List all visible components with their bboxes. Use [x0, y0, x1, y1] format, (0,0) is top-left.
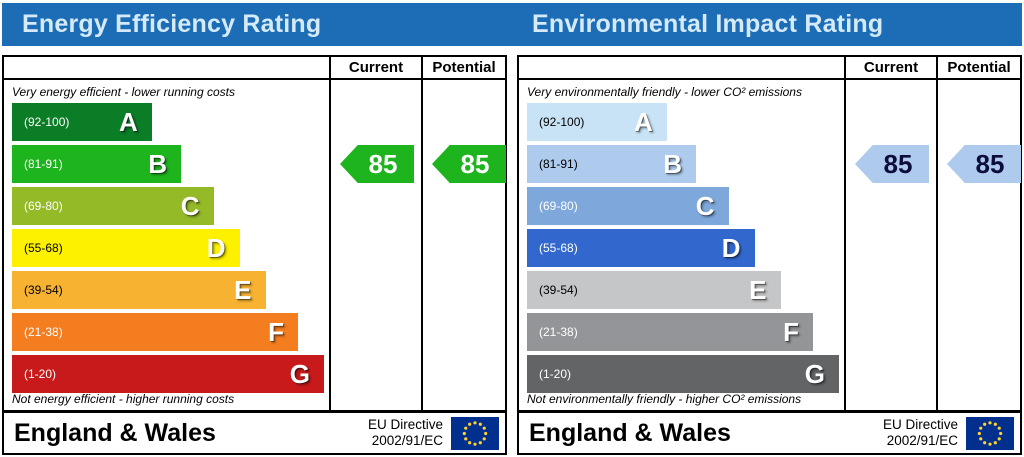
potential-column-header: Potential — [936, 57, 1020, 78]
eu-directive-label: EU Directive 2002/91/EC — [883, 417, 958, 449]
chart-body: Very environmentally friendly - lower CO… — [519, 80, 1021, 413]
band-a: (92-100) A — [12, 103, 152, 141]
band-f: (21-38) F — [527, 313, 813, 351]
bottom-note: Not energy efficient - higher running co… — [12, 392, 235, 406]
band-letter: B — [663, 148, 682, 179]
band-range: (69-80) — [539, 199, 578, 213]
band-letter: E — [234, 274, 252, 305]
bottom-note: Not environmentally friendly - higher CO… — [527, 392, 802, 406]
band-range: (21-38) — [24, 325, 63, 339]
current-column-header: Current — [844, 57, 936, 78]
band-letter: D — [721, 232, 741, 263]
band-a: (92-100) A — [527, 103, 667, 141]
band-e: (39-54) E — [12, 271, 266, 309]
eu-flag-icon — [966, 416, 1014, 450]
band-range: (81-91) — [24, 157, 63, 171]
eu-flag-icon — [451, 416, 499, 450]
band-letter: C — [695, 190, 715, 221]
band-range: (55-68) — [539, 241, 578, 255]
band-b: (81-91) B — [527, 145, 696, 183]
band-range: (69-80) — [24, 199, 63, 213]
band-range: (39-54) — [24, 283, 63, 297]
band-range: (55-68) — [24, 241, 63, 255]
current-value-cell: 85 — [844, 80, 936, 410]
potential-rating-value: 85 — [460, 148, 490, 179]
table-header: Current Potential — [4, 57, 505, 80]
band-letter: F — [783, 316, 799, 347]
environmental-impact-panel: Current Potential Very environmentally f… — [517, 55, 1022, 455]
band-letter: D — [206, 232, 226, 263]
band-letter: G — [804, 358, 825, 389]
band-letter: E — [749, 274, 767, 305]
current-rating-arrow: 85 — [855, 145, 929, 183]
current-rating-value: 85 — [883, 148, 913, 179]
eu-directive-line1: EU Directive — [367, 416, 443, 432]
panel-footer: England & Wales EU Directive 2002/91/EC — [519, 413, 1020, 453]
band-g: (1-20) G — [12, 355, 324, 393]
band-range: (81-91) — [539, 157, 578, 171]
eu-directive-line2: 2002/91/EC — [886, 433, 958, 448]
band-chart: Very environmentally friendly - lower CO… — [519, 80, 844, 410]
eu-directive-line2: 2002/91/EC — [371, 433, 443, 448]
band-letter: A — [118, 106, 138, 137]
table-header: Current Potential — [519, 57, 1020, 80]
band-g: (1-20) G — [527, 355, 839, 393]
current-rating-arrow: 85 — [340, 145, 414, 183]
eu-directive-line1: EU Directive — [882, 416, 958, 432]
top-note: Very environmentally friendly - lower CO… — [527, 85, 802, 99]
title-banner: Energy Efficiency Rating Environmental I… — [2, 3, 1022, 46]
potential-rating-value: 85 — [975, 148, 1005, 179]
band-f: (21-38) F — [12, 313, 298, 351]
band-range: (21-38) — [539, 325, 578, 339]
chart-body: Very energy efficient - lower running co… — [4, 80, 506, 413]
current-column-header: Current — [329, 57, 421, 78]
region-label: England & Wales — [14, 418, 216, 447]
chart-header-cell — [519, 57, 844, 78]
panel-footer: England & Wales EU Directive 2002/91/EC — [4, 413, 505, 453]
eu-directive-label: EU Directive 2002/91/EC — [368, 417, 443, 449]
energy-efficiency-panel: Current Potential Very energy efficient … — [2, 55, 507, 455]
band-letter: A — [633, 106, 653, 137]
band-letter: B — [148, 148, 167, 179]
band-range: (1-20) — [24, 367, 57, 381]
band-letter: F — [268, 316, 284, 347]
potential-rating-arrow: 85 — [432, 145, 506, 183]
band-range: (92-100) — [539, 115, 585, 129]
band-c: (69-80) C — [527, 187, 729, 225]
band-letter: C — [180, 190, 200, 221]
band-c: (69-80) C — [12, 187, 214, 225]
band-range: (39-54) — [539, 283, 578, 297]
band-letter: G — [289, 358, 310, 389]
environmental-rating-title: Environmental Impact Rating — [532, 10, 884, 38]
current-rating-value: 85 — [368, 148, 398, 179]
band-b: (81-91) B — [12, 145, 181, 183]
potential-rating-arrow: 85 — [947, 145, 1021, 183]
band-chart: Very energy efficient - lower running co… — [4, 80, 329, 410]
chart-header-cell — [4, 57, 329, 78]
band-range: (1-20) — [539, 367, 572, 381]
top-note: Very energy efficient - lower running co… — [12, 85, 235, 99]
band-d: (55-68) D — [12, 229, 240, 267]
potential-value-cell: 85 — [936, 80, 1021, 410]
band-range: (92-100) — [24, 115, 70, 129]
potential-value-cell: 85 — [421, 80, 506, 410]
energy-rating-title: Energy Efficiency Rating — [22, 10, 322, 38]
potential-column-header: Potential — [421, 57, 505, 78]
band-e: (39-54) E — [527, 271, 781, 309]
band-d: (55-68) D — [527, 229, 755, 267]
region-label: England & Wales — [529, 418, 731, 447]
current-value-cell: 85 — [329, 80, 421, 410]
